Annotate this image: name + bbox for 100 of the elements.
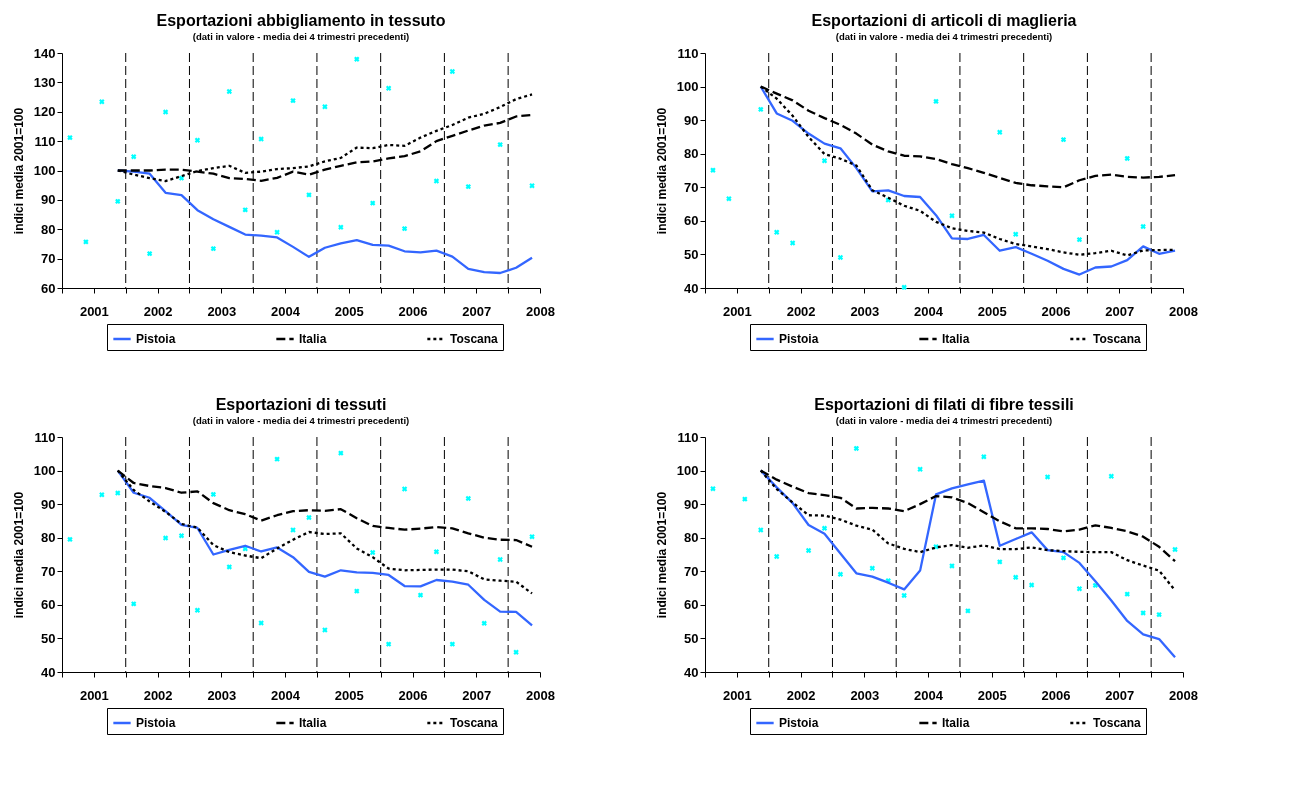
y-axis-title: indici media 2001=100: [654, 107, 669, 235]
y-tick-label: 100: [676, 463, 699, 479]
legend-label: Italia: [299, 332, 327, 346]
point: [322, 104, 328, 110]
point: [194, 137, 201, 143]
y-tick-label: 90: [41, 496, 56, 512]
point: [258, 620, 264, 626]
point: [306, 192, 312, 198]
legend-label: Toscana: [1093, 332, 1142, 346]
point: [465, 495, 472, 502]
point: [433, 178, 440, 184]
x-tick-label: 2007: [1105, 687, 1135, 703]
point: [1172, 546, 1178, 553]
point: [258, 136, 264, 142]
point: [1028, 582, 1035, 588]
point: [67, 536, 73, 543]
point: [130, 153, 137, 160]
x-tick-label: 2001: [79, 303, 109, 319]
point: [758, 106, 764, 113]
point: [901, 284, 907, 291]
point: [162, 109, 169, 115]
point: [449, 641, 456, 647]
point: [821, 525, 828, 532]
legend-label: Pistoia: [136, 716, 176, 730]
chart-subtitle: (dati in valore - media dei 4 trimestri precedenti): [835, 414, 1053, 426]
point: [115, 490, 121, 496]
chart-title: Esportazioni di filati di fibre tessili: [814, 395, 1074, 413]
x-tick-label: 2002: [786, 687, 816, 703]
chart-subtitle: (dati in valore - media dei 4 trimestri precedenti): [192, 414, 410, 426]
point: [1140, 610, 1146, 616]
point: [242, 207, 248, 213]
legend-label: Pistoia: [136, 332, 176, 346]
point: [997, 129, 1003, 135]
x-tick-label: 2005: [334, 687, 364, 703]
legend-label: Toscana: [450, 716, 499, 730]
point: [99, 99, 105, 105]
point: [1108, 473, 1115, 479]
point: [789, 240, 796, 246]
point: [773, 553, 780, 560]
y-tick-label: 40: [684, 664, 699, 680]
x-tick-label: 2008: [1169, 687, 1198, 703]
x-tick-label: 2006: [398, 303, 428, 319]
point: [837, 571, 844, 578]
x-tick-label: 2008: [526, 303, 555, 319]
y-axis-title: indici media 2001=100: [654, 491, 669, 619]
point: [710, 167, 716, 173]
x-tick-label: 2001: [79, 687, 109, 703]
point: [1124, 155, 1130, 162]
point: [369, 200, 376, 206]
x-tick-label: 2003: [850, 303, 880, 319]
point: [965, 608, 971, 614]
chart-subtitle: (dati in valore - media dei 4 trimestri precedenti): [192, 30, 410, 42]
y-tick-label: 100: [33, 463, 56, 479]
point: [417, 592, 424, 598]
x-tick-label: 2003: [207, 687, 237, 703]
point: [433, 549, 440, 555]
chart-subtitle: (dati in valore - media dei 4 trimestri precedenti): [835, 30, 1053, 42]
legend-label: Italia: [299, 716, 327, 730]
y-axis-title: indici media 2001=100: [11, 107, 26, 235]
point: [146, 250, 153, 257]
point: [401, 486, 408, 492]
point: [1044, 474, 1051, 480]
point: [354, 588, 360, 594]
legend-label: Italia: [942, 332, 970, 346]
point: [481, 620, 487, 627]
x-tick-label: 2006: [1041, 687, 1071, 703]
point: [1012, 231, 1019, 237]
chart-title: Esportazioni abbigliamento in tessuto: [156, 11, 446, 29]
point: [115, 198, 121, 205]
x-tick-label: 2005: [977, 303, 1007, 319]
point: [99, 492, 105, 498]
y-tick-label: 70: [41, 251, 56, 267]
y-tick-label: 110: [34, 429, 56, 445]
point: [130, 601, 137, 607]
point: [497, 556, 503, 563]
point: [917, 466, 923, 472]
x-tick-label: 2006: [1041, 303, 1071, 319]
point: [758, 527, 764, 533]
x-tick-label: 2008: [1169, 303, 1198, 319]
y-tick-label: 120: [33, 104, 56, 120]
legend-label: Pistoia: [779, 716, 819, 730]
point: [306, 514, 312, 521]
point: [369, 549, 376, 556]
x-tick-label: 2001: [722, 687, 752, 703]
point: [385, 641, 392, 647]
x-tick-label: 2004: [271, 303, 301, 319]
point: [354, 56, 360, 62]
y-tick-label: 100: [676, 79, 699, 95]
point: [226, 564, 233, 570]
chart-title: Esportazioni di articoli di maglieria: [811, 11, 1077, 29]
y-tick-label: 70: [684, 179, 699, 195]
point: [338, 224, 344, 230]
point: [529, 183, 535, 189]
x-tick-label: 2007: [462, 687, 492, 703]
point: [742, 496, 748, 502]
y-axis-title: indici media 2001=100: [11, 491, 26, 619]
point: [274, 229, 280, 235]
x-tick-label: 2007: [1105, 303, 1135, 319]
x-tick-label: 2006: [398, 687, 428, 703]
x-tick-label: 2003: [207, 303, 237, 319]
